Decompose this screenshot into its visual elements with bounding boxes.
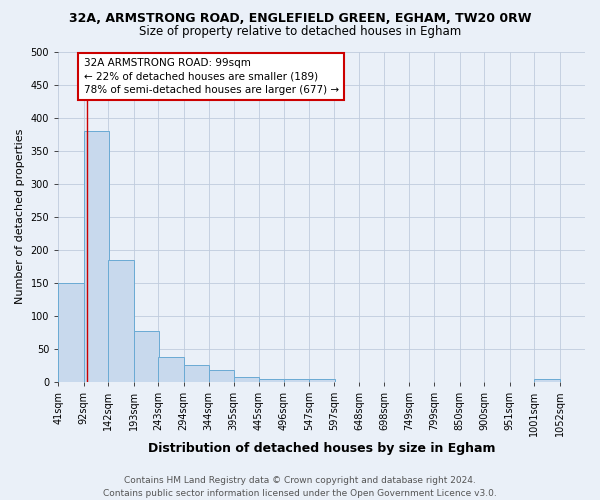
Bar <box>234 376 259 382</box>
Text: 32A ARMSTRONG ROAD: 99sqm
← 22% of detached houses are smaller (189)
78% of semi: 32A ARMSTRONG ROAD: 99sqm ← 22% of detac… <box>83 58 338 94</box>
Bar <box>58 283 83 382</box>
Bar <box>83 131 109 382</box>
Bar <box>309 378 335 382</box>
Bar <box>535 378 560 382</box>
Bar <box>209 370 234 382</box>
Bar <box>184 366 209 382</box>
Bar <box>284 378 309 382</box>
Text: Size of property relative to detached houses in Egham: Size of property relative to detached ho… <box>139 25 461 38</box>
Y-axis label: Number of detached properties: Number of detached properties <box>15 129 25 304</box>
X-axis label: Distribution of detached houses by size in Egham: Distribution of detached houses by size … <box>148 442 496 455</box>
Bar <box>259 378 284 382</box>
Bar <box>134 331 159 382</box>
Text: 32A, ARMSTRONG ROAD, ENGLEFIELD GREEN, EGHAM, TW20 0RW: 32A, ARMSTRONG ROAD, ENGLEFIELD GREEN, E… <box>69 12 531 26</box>
Bar <box>109 260 134 382</box>
Bar <box>158 357 184 382</box>
Text: Contains HM Land Registry data © Crown copyright and database right 2024.
Contai: Contains HM Land Registry data © Crown c… <box>103 476 497 498</box>
